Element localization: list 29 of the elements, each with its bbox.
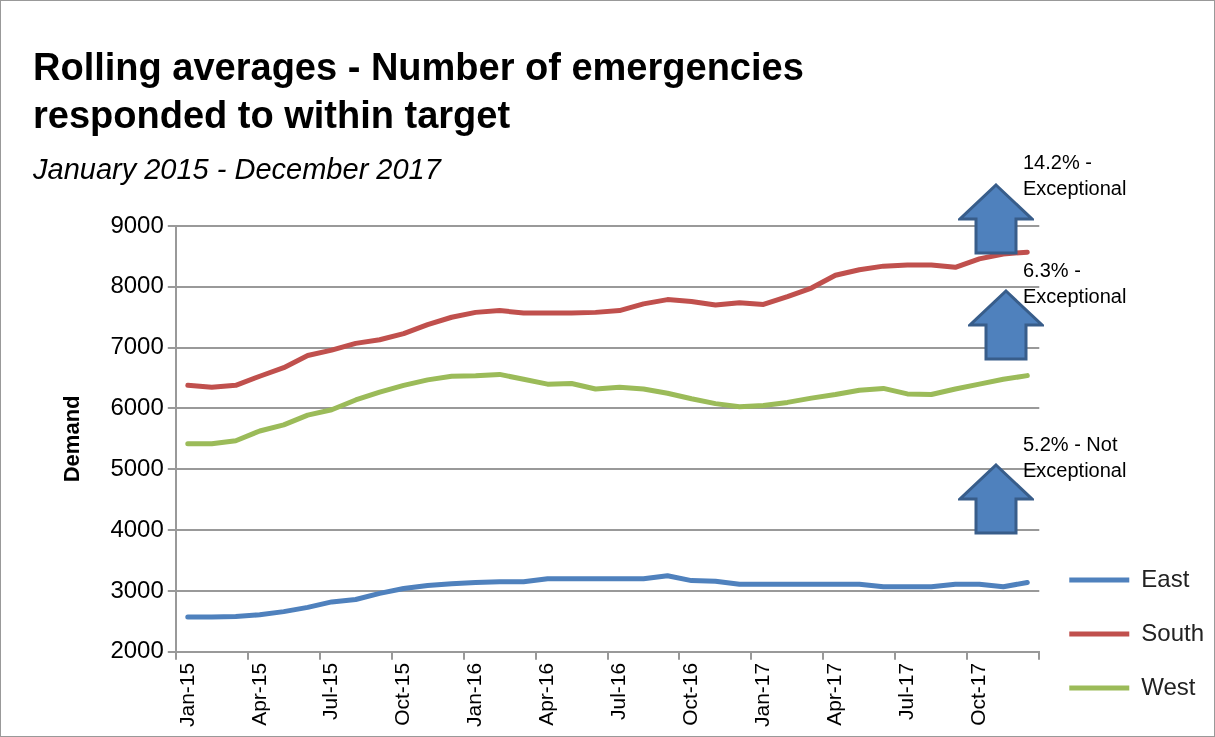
legend-label: East xyxy=(1141,564,1190,592)
y-tick-label: 9000 xyxy=(110,210,164,238)
x-tick-label: Oct-15 xyxy=(390,662,414,726)
y-tick-label: 7000 xyxy=(110,332,164,360)
y-tick-label: 2000 xyxy=(110,636,164,664)
x-tick-label: Jul-16 xyxy=(606,662,630,720)
x-tick-label: Apr-16 xyxy=(534,662,558,726)
y-tick-label: 5000 xyxy=(110,453,164,481)
y-axis-title: Demand xyxy=(59,395,85,483)
x-tick-label: Apr-15 xyxy=(246,662,270,726)
x-tick-label: Jul-17 xyxy=(894,662,918,720)
x-tick-label: Jan-17 xyxy=(750,662,774,728)
y-tick-label: 8000 xyxy=(110,271,164,299)
legend-label: South xyxy=(1141,618,1204,646)
annotation: 5.2% - Not Exceptional xyxy=(1023,432,1128,483)
x-tick-label: Jan-16 xyxy=(462,662,486,728)
text: 14.2% - Exceptional xyxy=(1023,150,1128,201)
x-tick-label: Jul-15 xyxy=(318,662,342,720)
x-tick-label: Oct-17 xyxy=(966,662,990,726)
x-tick-label: Jan-15 xyxy=(174,662,198,728)
y-tick-label: 4000 xyxy=(110,514,164,542)
legend-label: West xyxy=(1141,672,1196,700)
y-tick-label: 3000 xyxy=(110,575,164,603)
y-tick-label: 6000 xyxy=(110,393,164,421)
annotation: 6.3% - Exceptional xyxy=(1023,258,1128,309)
chart-title: Rolling averages - Number of emergencies responded to within target xyxy=(33,45,805,138)
chart-subtitle: January 2015 - December 2017 xyxy=(33,153,441,186)
x-tick-label: Oct-16 xyxy=(678,662,702,726)
x-tick-label: Apr-17 xyxy=(822,662,846,726)
